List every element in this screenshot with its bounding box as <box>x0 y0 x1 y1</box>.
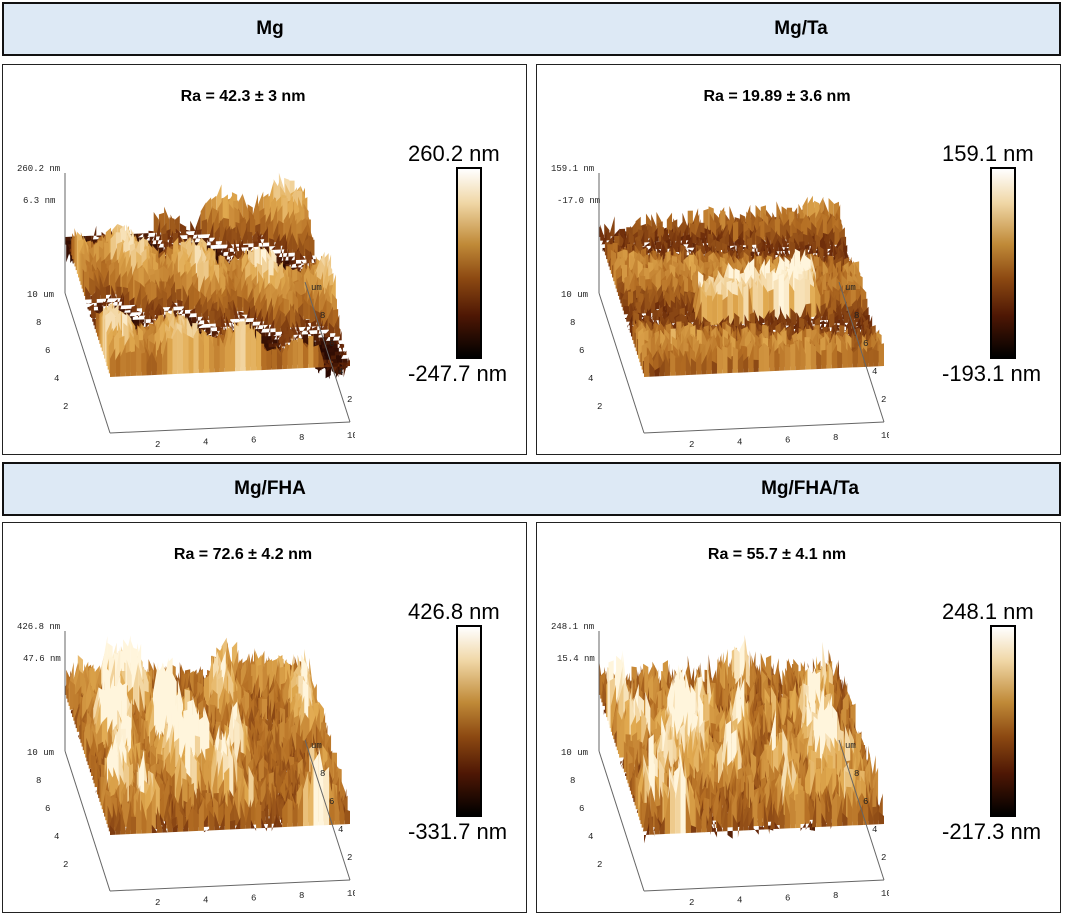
colorbar-max-label: 159.1 nm <box>942 141 1034 166</box>
roughness-label: Ra = 19.89 ± 3.6 nm <box>703 88 851 105</box>
header-row-2: Mg/FHA Mg/FHA/Ta <box>2 462 1061 516</box>
colorbar-max-label: 248.1 nm <box>942 599 1034 624</box>
group-label-mg-fha: Mg/FHA <box>234 478 306 499</box>
colorbar-min-label: -193.1 nm <box>942 361 1042 386</box>
colorbar-min-label: -331.7 nm <box>408 819 508 844</box>
svg-text:8: 8 <box>36 318 41 328</box>
svg-text:2: 2 <box>155 440 160 447</box>
svg-text:159.1 nm: 159.1 nm <box>551 164 594 174</box>
svg-text:6: 6 <box>45 346 50 356</box>
svg-text:6.3 nm: 6.3 nm <box>23 196 55 206</box>
svg-text:um: um <box>311 283 322 293</box>
svg-text:-17.0 nm: -17.0 nm <box>557 196 600 206</box>
group-label-mg-ta: Mg/Ta <box>774 18 828 39</box>
group-label-mg: Mg <box>256 18 284 39</box>
svg-text:4: 4 <box>588 374 593 384</box>
svg-text:8: 8 <box>570 318 575 328</box>
afm-3d-surface-image: 2 4 6 8 10 um 2 4 6 8 10 um 2 4 6 8 um 260.2 nm 6.3 nm <box>17 164 355 447</box>
group-label-mg-fha-ta: Mg/FHA/Ta <box>761 478 859 499</box>
svg-text:2: 2 <box>347 395 352 405</box>
svg-text:10 um: 10 um <box>561 290 588 300</box>
svg-text:6: 6 <box>785 435 790 445</box>
svg-text:8: 8 <box>299 433 304 443</box>
height-colorbar <box>990 167 1016 359</box>
height-colorbar <box>456 625 482 817</box>
svg-text:2: 2 <box>597 402 602 412</box>
svg-text:8: 8 <box>833 433 838 443</box>
svg-text:8: 8 <box>854 311 859 321</box>
roughness-label: Ra = 72.6 ± 4.2 nm <box>173 546 313 563</box>
roughness-label: Ra = 42.3 ± 3 nm <box>180 88 306 105</box>
svg-text:260.2 nm: 260.2 nm <box>17 164 60 174</box>
colorbar-max-label: 426.8 nm <box>408 599 500 624</box>
svg-text:6: 6 <box>329 339 334 349</box>
colorbar-min-label: -247.7 nm <box>408 361 508 386</box>
svg-text:4: 4 <box>338 367 343 377</box>
height-colorbar <box>456 167 482 359</box>
colorbar-max-label: 260.2 nm <box>408 141 500 166</box>
svg-text:4: 4 <box>737 438 742 447</box>
svg-text:2: 2 <box>689 440 694 447</box>
afm-panel-mg: Ra = 42.3 ± 3 nm 2 4 6 8 10 um 2 4 6 8 10 um 2 4 6 8 u… <box>2 64 527 455</box>
afm-3d-surface-image: 2 4 6 8 10 um 2 4 6 8 10 um 2 4 6 8 um 159.1 nm -17.0 nm <box>551 164 889 447</box>
roughness-label: Ra = 55.7 ± 4.1 nm <box>707 546 847 563</box>
svg-text:6: 6 <box>251 435 256 445</box>
svg-text:4: 4 <box>54 374 59 384</box>
colorbar-min-label: -217.3 nm <box>942 819 1042 844</box>
svg-text:10 um: 10 um <box>881 431 889 441</box>
svg-text:2: 2 <box>881 395 886 405</box>
header-row-1: Mg Mg/Ta <box>2 2 1061 56</box>
height-colorbar <box>990 625 1016 817</box>
svg-text:4: 4 <box>872 367 877 377</box>
afm-panel-mg-ta: Ra = 19.89 ± 3.6 nm 2 4 6 8 10 um 2 4 6 8 10 um 2 4… <box>536 64 1061 455</box>
svg-text:6: 6 <box>579 346 584 356</box>
svg-text:2: 2 <box>63 402 68 412</box>
svg-text:6: 6 <box>863 339 868 349</box>
svg-text:4: 4 <box>203 438 208 447</box>
svg-text:10 um: 10 um <box>347 431 355 441</box>
svg-text:10 um: 10 um <box>27 290 54 300</box>
svg-text:um: um <box>845 283 856 293</box>
svg-text:8: 8 <box>320 311 325 321</box>
